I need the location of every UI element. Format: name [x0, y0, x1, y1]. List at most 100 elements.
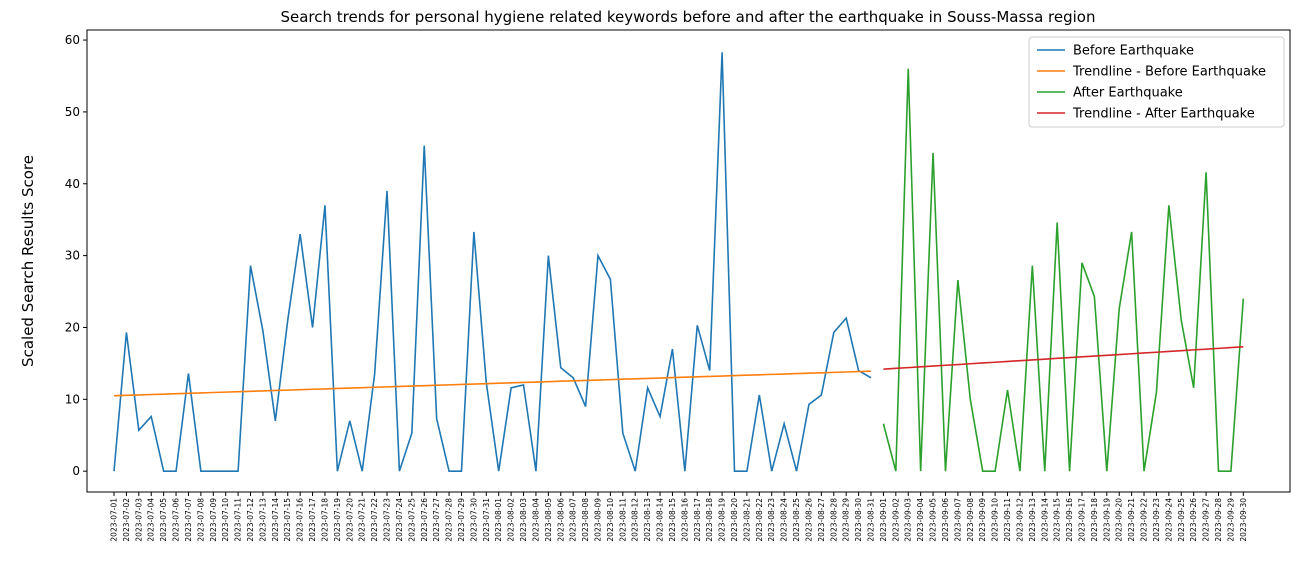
- y-tick-label: 10: [65, 392, 80, 406]
- x-tick-label: 2023-07-17: [308, 498, 317, 542]
- x-tick-label: 2023-09-25: [1177, 498, 1186, 542]
- x-tick-label: 2023-07-25: [407, 498, 416, 542]
- x-tick-label: 2023-07-30: [469, 498, 478, 542]
- x-tick-label: 2023-07-19: [333, 498, 342, 542]
- x-tick-label: 2023-09-07: [953, 498, 962, 542]
- x-tick-label: 2023-09-08: [966, 498, 975, 542]
- x-tick-label: 2023-07-27: [432, 498, 441, 542]
- x-tick-label: 2023-09-27: [1202, 498, 1211, 542]
- x-tick-label: 2023-09-03: [904, 498, 913, 542]
- x-tick-label: 2023-08-26: [804, 498, 813, 542]
- x-tick-label: 2023-08-06: [556, 498, 565, 542]
- legend-label: Trendline - After Earthquake: [1072, 107, 1255, 122]
- x-tick-label: 2023-09-23: [1152, 498, 1161, 542]
- x-tick-label: 2023-09-19: [1102, 498, 1111, 542]
- x-tick-label: 2023-07-11: [234, 498, 243, 542]
- x-tick-label: 2023-09-29: [1226, 498, 1235, 542]
- x-tick-label: 2023-08-02: [507, 498, 516, 542]
- series-line: [883, 346, 1244, 370]
- x-tick-label: 2023-09-30: [1239, 498, 1248, 542]
- x-tick-label: 2023-08-15: [668, 498, 677, 542]
- x-tick-label: 2023-09-01: [879, 498, 888, 542]
- x-tick-label: 2023-07-03: [134, 498, 143, 542]
- x-tick-label: 2023-07-20: [345, 498, 354, 542]
- x-tick-label: 2023-08-21: [742, 498, 751, 542]
- x-tick-label: 2023-09-14: [1040, 498, 1049, 542]
- x-tick-label: 2023-09-05: [929, 498, 938, 542]
- y-tick-label: 50: [65, 105, 80, 119]
- x-tick-label: 2023-08-23: [767, 498, 776, 542]
- series-line: [882, 68, 1245, 472]
- x-tick-label: 2023-07-31: [482, 498, 491, 542]
- x-tick-label: 2023-08-18: [705, 498, 714, 542]
- x-tick-label: 2023-08-19: [718, 498, 727, 542]
- x-tick-label: 2023-09-10: [991, 498, 1000, 542]
- x-tick-label: 2023-08-12: [631, 498, 640, 542]
- x-tick-label: 2023-08-10: [606, 498, 615, 542]
- x-tick-label: 2023-07-28: [445, 498, 454, 542]
- series-line: [113, 52, 872, 472]
- series-line: [113, 370, 872, 397]
- x-tick-label: 2023-07-05: [159, 498, 168, 542]
- x-tick-label: 2023-09-18: [1090, 498, 1099, 542]
- x-tick-label: 2023-08-01: [494, 498, 503, 542]
- x-tick-label: 2023-09-09: [978, 498, 987, 542]
- x-tick-label: 2023-07-08: [196, 498, 205, 542]
- x-tick-label: 2023-07-16: [296, 498, 305, 542]
- x-tick-label: 2023-08-13: [643, 498, 652, 542]
- x-tick-label: 2023-08-24: [780, 498, 789, 542]
- x-tick-label: 2023-08-16: [680, 498, 689, 542]
- x-tick-label: 2023-09-02: [891, 498, 900, 542]
- x-tick-label: 2023-07-23: [383, 498, 392, 542]
- x-tick-label: 2023-08-31: [867, 498, 876, 542]
- x-tick-label: 2023-09-22: [1140, 498, 1149, 542]
- x-tick-label: 2023-08-04: [531, 498, 540, 542]
- y-tick-label: 60: [65, 33, 80, 47]
- x-tick-label: 2023-07-01: [110, 498, 119, 542]
- x-tick-label: 2023-07-13: [258, 498, 267, 542]
- x-tick-label: 2023-09-04: [916, 498, 925, 542]
- x-tick-label: 2023-07-02: [122, 498, 131, 542]
- x-tick-label: 2023-09-12: [1015, 498, 1024, 542]
- x-tick-label: 2023-07-12: [246, 498, 255, 542]
- x-tick-label: 2023-07-04: [147, 498, 156, 542]
- x-tick-label: 2023-08-25: [792, 498, 801, 542]
- x-tick-label: 2023-08-09: [593, 498, 602, 542]
- x-tick-label: 2023-09-26: [1189, 498, 1198, 542]
- x-tick-label: 2023-08-29: [842, 498, 851, 542]
- legend-label: Trendline - Before Earthquake: [1072, 65, 1266, 80]
- x-tick-label: 2023-07-18: [320, 498, 329, 542]
- y-axis-label: Scaled Search Results Score: [19, 155, 37, 367]
- x-tick-label: 2023-09-15: [1053, 498, 1062, 542]
- x-tick-label: 2023-09-11: [1003, 498, 1012, 542]
- x-tick-label: 2023-07-09: [209, 498, 218, 542]
- x-tick-label: 2023-08-05: [544, 498, 553, 542]
- x-tick-label: 2023-09-13: [1028, 498, 1037, 542]
- x-tick-label: 2023-07-24: [395, 498, 404, 542]
- x-tick-label: 2023-07-10: [221, 498, 230, 542]
- x-tick-label: 2023-08-22: [755, 498, 764, 542]
- x-tick-label: 2023-07-21: [358, 498, 367, 542]
- x-tick-label: 2023-09-20: [1115, 498, 1124, 542]
- x-tick-label: 2023-08-03: [519, 498, 528, 542]
- x-tick-label: 2023-07-26: [420, 498, 429, 542]
- plot-frame: [86, 29, 1291, 493]
- x-tick-label: 2023-07-15: [283, 498, 292, 542]
- x-tick-label: 2023-08-20: [730, 498, 739, 542]
- chart-title: Search trends for personal hygiene relat…: [280, 8, 1095, 26]
- x-tick-label: 2023-09-06: [941, 498, 950, 542]
- y-tick-label: 0: [72, 464, 80, 478]
- x-tick-label: 2023-09-16: [1065, 498, 1074, 542]
- legend-box: [1028, 36, 1285, 128]
- x-tick-label: 2023-07-22: [370, 498, 379, 542]
- legend-label: Before Earthquake: [1073, 44, 1194, 59]
- x-tick-label: 2023-08-14: [656, 498, 665, 542]
- x-tick-label: 2023-07-07: [184, 498, 193, 542]
- y-tick-label: 20: [65, 320, 80, 334]
- x-tick-label: 2023-09-28: [1214, 498, 1223, 542]
- x-tick-label: 2023-08-11: [618, 498, 627, 542]
- x-tick-label: 2023-08-27: [817, 498, 826, 542]
- x-tick-label: 2023-07-14: [271, 498, 280, 542]
- x-tick-label: 2023-08-28: [829, 498, 838, 542]
